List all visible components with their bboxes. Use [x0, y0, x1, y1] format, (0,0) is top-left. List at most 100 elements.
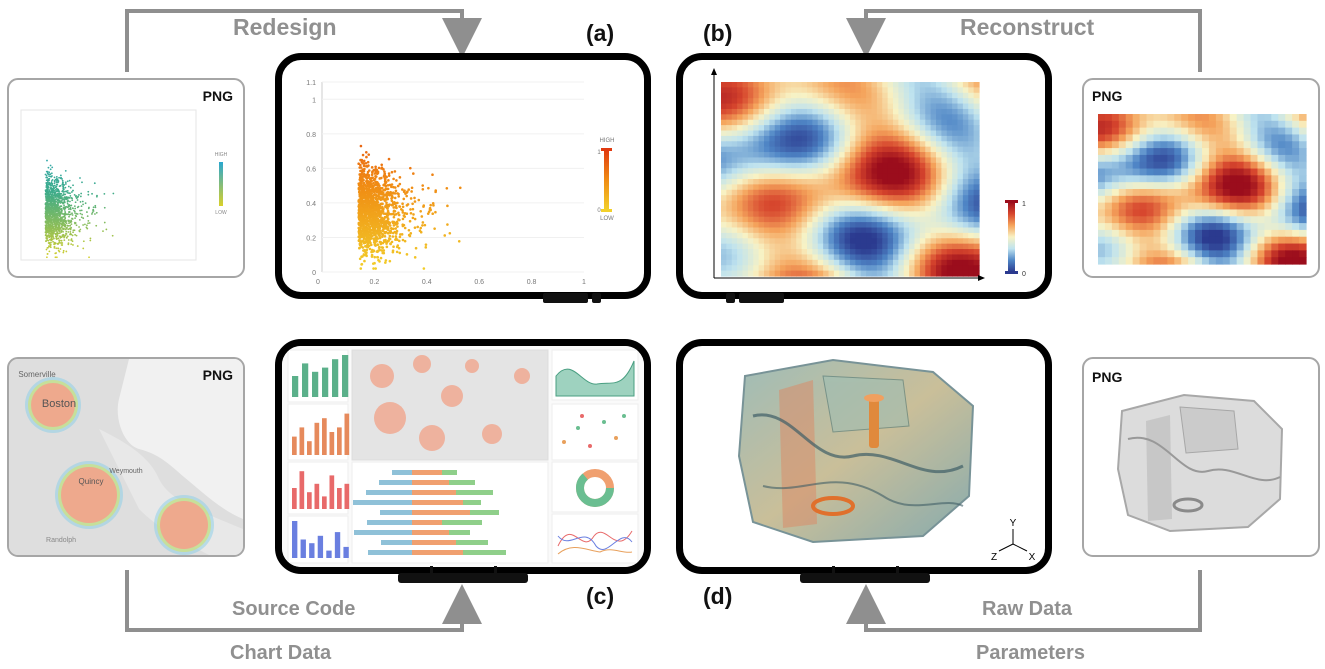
field-cell [769, 232, 776, 239]
scatter-point [385, 191, 388, 195]
field-cell [731, 114, 738, 121]
field-cell [968, 141, 975, 148]
field-cell [968, 179, 975, 185]
field-cell [1215, 182, 1224, 190]
field-cell [828, 135, 835, 142]
field-cell [903, 265, 910, 272]
field-cell [758, 168, 765, 175]
scatter-point [71, 212, 73, 215]
field-cell [855, 205, 862, 212]
field-cell [946, 243, 953, 250]
field-cell [801, 87, 808, 94]
field-cell [812, 103, 819, 110]
scatter-point [48, 242, 51, 245]
field-cell [801, 173, 808, 180]
scatter-point [74, 212, 76, 214]
field-cell [780, 130, 787, 137]
scatter-point [59, 202, 62, 204]
field-cell [758, 222, 765, 229]
field-cell [871, 103, 878, 110]
field-cell [1222, 195, 1231, 204]
field-cell [952, 157, 959, 164]
field-cell [726, 259, 733, 266]
field-cell [941, 125, 948, 132]
field-cell [737, 238, 744, 245]
field-cell [844, 152, 851, 159]
field-cell [968, 130, 975, 137]
scatter-point [47, 204, 50, 207]
field-cell [839, 82, 846, 88]
scatter-point [403, 212, 407, 215]
field-cell [764, 189, 770, 196]
field-cell [1264, 120, 1272, 129]
field-cell [882, 98, 889, 105]
scatter-point [458, 186, 462, 190]
field-cell [1264, 148, 1272, 156]
field-cell [774, 103, 781, 110]
field-cell [742, 265, 749, 272]
field-cell [860, 184, 867, 191]
field-cell [1278, 148, 1286, 156]
original-scatter-card: PNG HIGH LOW [7, 78, 245, 278]
field-cell [833, 259, 840, 266]
field-cell [753, 189, 760, 196]
legend-cap [1005, 271, 1018, 274]
field-cell [817, 184, 824, 191]
field-cell [850, 98, 856, 105]
field-cell [817, 249, 824, 256]
field-cell [1153, 120, 1161, 129]
field-cell [1139, 127, 1148, 136]
scatter-point [95, 195, 98, 198]
field-cell [909, 125, 916, 132]
field-cell [1125, 148, 1134, 156]
field-cell [807, 108, 813, 115]
scatter-point [45, 184, 48, 187]
scatter-point [398, 182, 402, 186]
field-cell [882, 173, 889, 180]
field-cell [796, 82, 803, 88]
field-cell [747, 135, 754, 142]
field-cell [1202, 120, 1210, 129]
field-cell [769, 135, 776, 142]
field-cell [812, 222, 819, 229]
field-cell [1195, 114, 1203, 122]
field-cell [721, 141, 727, 148]
scatter-point [360, 206, 364, 210]
field-cell [936, 265, 942, 272]
scatter-point [47, 192, 49, 194]
field-cell [1188, 182, 1196, 190]
field-cell [887, 195, 894, 202]
field-cell [1153, 168, 1161, 176]
field-cell [737, 227, 744, 234]
field-cell [1174, 189, 1182, 197]
field-cell [764, 270, 770, 277]
scatter-point [362, 204, 366, 208]
scatter-point [44, 173, 47, 176]
field-cell [866, 184, 873, 191]
field-cell [758, 82, 765, 88]
field-cell [823, 157, 830, 164]
field-cell [919, 152, 926, 159]
field-cell [1132, 114, 1141, 122]
scatter-point [373, 202, 377, 206]
field-cell [893, 259, 899, 266]
scatter-point [394, 227, 397, 230]
scatter-point [366, 211, 369, 215]
scatter-point [60, 176, 62, 179]
field-cell [882, 135, 889, 142]
field-cell [1111, 175, 1120, 183]
field-cell [887, 135, 894, 142]
field-cell [1271, 182, 1279, 190]
field-cell [925, 216, 932, 223]
field-cell [774, 157, 781, 164]
field-cell [893, 157, 899, 164]
field-cell [1215, 120, 1224, 129]
field-cell [1160, 202, 1168, 211]
field-cell [726, 168, 733, 175]
field-cell [758, 152, 765, 159]
scatter-point [92, 208, 95, 211]
scatter-point [385, 245, 389, 249]
field-cell [1174, 175, 1182, 183]
panel-c-label: (c) [586, 583, 615, 609]
field-cell [936, 168, 942, 175]
